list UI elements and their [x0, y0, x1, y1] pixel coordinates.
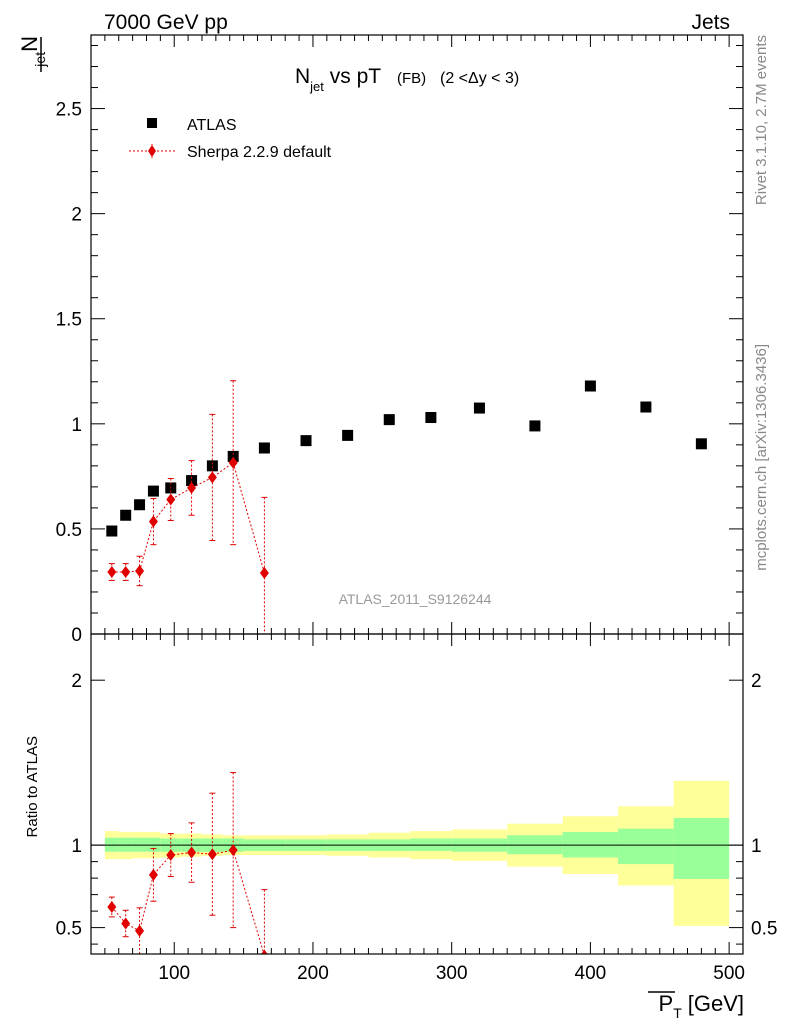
x-tick-label: 200 [297, 963, 329, 984]
sherpa-ratio-point [228, 844, 238, 857]
sherpa-ratio-point [166, 849, 176, 862]
ratio-band-inner [618, 828, 674, 865]
ratio-y-tick-label-right: 0.5 [751, 919, 777, 940]
atlas-data-point [342, 429, 354, 441]
atlas-data-point [473, 402, 485, 414]
sherpa-point [121, 565, 131, 578]
y-tick-label: 0 [71, 625, 82, 646]
sherpa-point [207, 471, 217, 484]
y-tick-label: 1 [71, 415, 82, 436]
plot-title-tag: (FB) [397, 70, 426, 87]
sherpa-point [259, 567, 269, 580]
ratio-plot-frame [90, 633, 744, 955]
legend-sherpa-marker [148, 145, 156, 157]
sherpa-ratio-point [135, 924, 145, 937]
sherpa-ratio-point [107, 900, 117, 913]
x-tick-label: 400 [575, 963, 607, 984]
atlas-data-point [695, 438, 707, 450]
x-axis-label: PT [GeV] [648, 991, 744, 1021]
atlas-data-point [147, 485, 159, 497]
sherpa-point [148, 515, 158, 528]
x-tick-label: 300 [436, 963, 468, 984]
sherpa-ratio-point [261, 949, 268, 954]
x-tick-label: 100 [158, 963, 190, 984]
atlas-data-point [134, 499, 146, 511]
sherpa-ratio-point [207, 848, 217, 861]
ratio-y-tick-label-right: 2 [751, 671, 762, 692]
y-tick-label: 1.5 [56, 310, 82, 331]
rivet-version-label: Rivet 3.1.10, 2.7M events [753, 35, 770, 205]
ratio-band-inner [673, 817, 730, 879]
atlas-data-point [206, 460, 218, 472]
atlas-data-point [106, 525, 118, 537]
ratio-y-tick-label: 1 [71, 836, 82, 857]
x-tick-label: 500 [713, 963, 745, 984]
sherpa-point [187, 481, 197, 494]
main-panel: 0 0.5 1 1.5 2 2.5 Njet vs pT (FB) (2 <Δy < 3)… [17, 34, 744, 646]
legend-sherpa-label: Sherpa 2.2.9 default [187, 144, 332, 161]
sherpa-ratio-point [121, 917, 131, 930]
mcplots-source-label: mcplots.cern.ch [arXiv:1306.3436] [753, 344, 770, 571]
y-tick-label: 2.5 [56, 100, 82, 121]
analysis-label: ATLAS_2011_S9126244 [339, 591, 492, 607]
atlas-data-point [227, 450, 239, 462]
sherpa-ratio-point [187, 846, 197, 859]
sherpa-point [107, 565, 117, 578]
main-y-axis-label: jetN [17, 36, 48, 72]
y-tick-label: 0.5 [56, 520, 82, 541]
ratio-y-tick-label: 2 [71, 671, 82, 692]
legend-atlas-label: ATLAS [187, 117, 237, 134]
ratio-y-axis-label: Ratio to ATLAS [24, 736, 41, 837]
svg-text:PT[GeV]: PT [GeV] [659, 991, 745, 1021]
svg-text:jetN: jetN [17, 36, 48, 68]
legend: ATLAS Sherpa 2.2.9 default [129, 117, 332, 161]
sherpa-ratio-line [111, 849, 265, 954]
sherpa-point [228, 456, 238, 469]
legend-atlas-marker [147, 118, 157, 128]
ratio-panel: 0.5 0.5 1 1 2 2 100 200 300 400 500 Ratio to ATLAS… [24, 633, 777, 1021]
ratio-y-tick-label: 0.5 [56, 919, 82, 940]
atlas-data-point [425, 412, 437, 424]
sherpa-point [166, 493, 176, 506]
atlas-data-point [529, 420, 541, 432]
plot-title-range: (2 <Δy < 3) [440, 70, 519, 87]
ratio-y-tick-label-right: 1 [751, 836, 762, 857]
sherpa-ratio-point [148, 868, 158, 881]
atlas-data-point [383, 414, 395, 426]
y-tick-label: 2 [71, 205, 82, 226]
atlas-data-point [120, 509, 132, 521]
atlas-data-point [186, 475, 198, 487]
atlas-data-point [640, 401, 652, 413]
atlas-data-point [300, 435, 312, 447]
sherpa-point [135, 564, 145, 577]
atlas-data-point [584, 380, 596, 392]
atlas-data-point [258, 442, 270, 454]
plot-title: Njet vs pT [295, 65, 381, 94]
process-label: Jets [691, 11, 730, 34]
collision-label: 7000 GeV pp [104, 11, 228, 34]
